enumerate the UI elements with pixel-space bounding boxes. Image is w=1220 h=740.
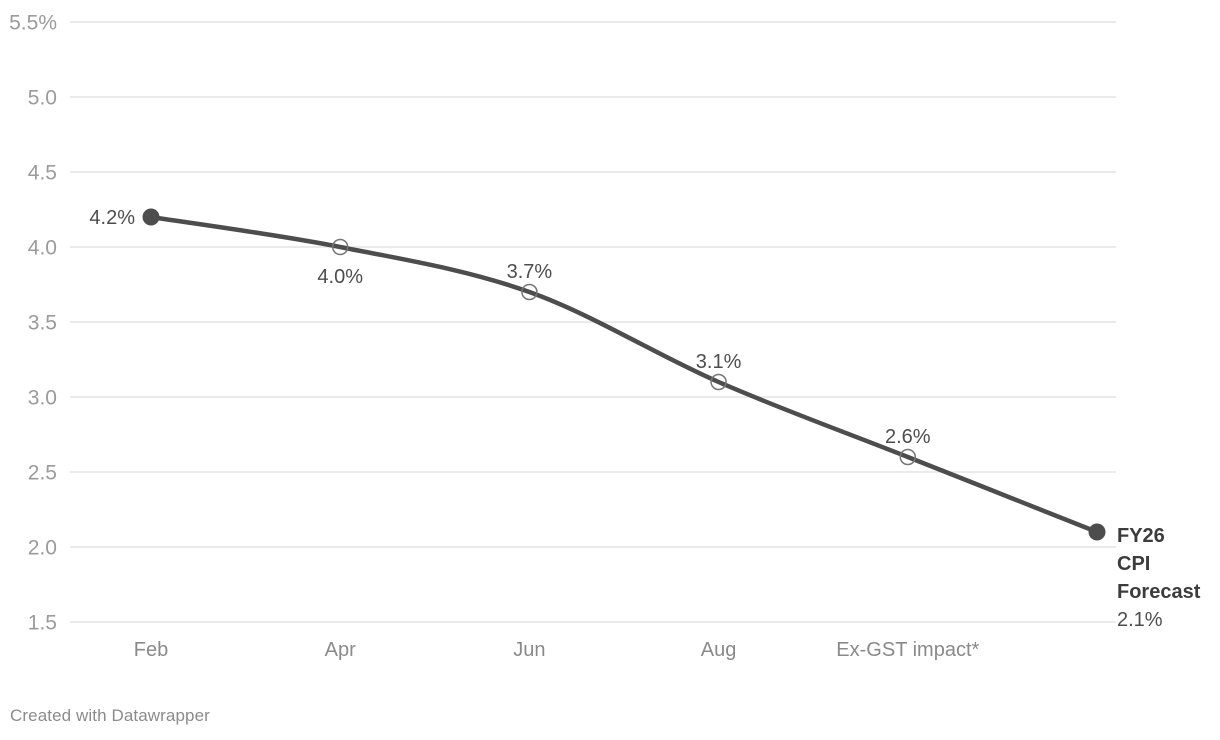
- data-point-filled: [142, 208, 160, 226]
- point-value-label: 3.1%: [696, 351, 742, 373]
- x-axis-label: Ex-GST impact*: [836, 639, 979, 661]
- x-axis-label: Feb: [134, 639, 168, 661]
- datawrapper-credit: Created with Datawrapper: [10, 706, 210, 725]
- y-axis-tick-label: 3.0: [28, 387, 57, 410]
- annotation-series-name-line: CPI: [1117, 553, 1150, 575]
- annotation-value: 2.1%: [1117, 609, 1163, 631]
- y-axis-tick-label: 3.5: [28, 312, 57, 335]
- y-axis-tick-label: 5.0: [28, 87, 57, 110]
- annotation-series-name-line: FY26: [1117, 525, 1165, 547]
- data-point-open: [521, 283, 538, 301]
- point-value-label: 3.7%: [507, 261, 553, 283]
- data-point-open: [710, 373, 727, 391]
- y-axis-tick-label: 2.0: [28, 537, 57, 560]
- point-value-label: 4.0%: [317, 266, 363, 288]
- y-axis-tick-label: 4.5: [28, 162, 57, 185]
- y-axis-tick-label: 2.5: [28, 462, 57, 485]
- data-point-filled: [1088, 523, 1106, 541]
- y-axis-tick-label: 5.5%: [9, 12, 57, 35]
- x-axis-label: Jun: [513, 639, 545, 661]
- data-point-open: [331, 238, 349, 256]
- y-axis-tick-label: 1.5: [28, 612, 57, 635]
- data-point-open: [899, 448, 917, 466]
- x-axis-label: Aug: [701, 639, 737, 661]
- point-value-label: 4.2%: [89, 207, 135, 229]
- point-value-label: 2.6%: [885, 426, 931, 448]
- data-line: [148, 214, 1100, 535]
- y-axis-tick-label: 4.0: [28, 237, 57, 260]
- annotation-series-name-line: Forecast: [1117, 581, 1201, 603]
- x-axis-label: Apr: [325, 639, 356, 661]
